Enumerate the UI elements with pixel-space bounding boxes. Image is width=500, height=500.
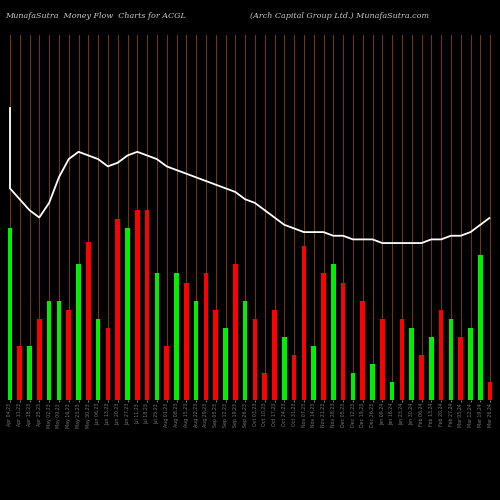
Bar (331, 264, 336, 400)
Bar (204, 274, 208, 400)
Bar (56, 300, 61, 400)
Bar (390, 382, 394, 400)
Bar (458, 336, 463, 400)
Bar (302, 246, 306, 400)
Bar (47, 300, 52, 400)
Bar (360, 300, 365, 400)
Bar (224, 328, 228, 400)
Bar (448, 318, 453, 400)
Bar (174, 274, 178, 400)
Bar (252, 318, 257, 400)
Text: MunafaSutra  Money Flow  Charts for ACGL: MunafaSutra Money Flow Charts for ACGL (5, 12, 186, 20)
Bar (488, 382, 492, 400)
Bar (312, 346, 316, 400)
Bar (429, 336, 434, 400)
Bar (126, 228, 130, 400)
Bar (272, 310, 276, 400)
Bar (66, 310, 71, 400)
Bar (439, 310, 444, 400)
Bar (18, 346, 22, 400)
Bar (86, 242, 90, 400)
Bar (420, 355, 424, 400)
Bar (292, 355, 296, 400)
Bar (8, 228, 12, 400)
Bar (468, 328, 472, 400)
Bar (400, 318, 404, 400)
Bar (380, 318, 384, 400)
Bar (116, 219, 120, 400)
Bar (243, 300, 248, 400)
Bar (184, 282, 188, 400)
Bar (96, 318, 100, 400)
Bar (370, 364, 374, 400)
Bar (262, 373, 267, 400)
Bar (233, 264, 237, 400)
Bar (154, 274, 159, 400)
Bar (478, 256, 482, 400)
Bar (135, 210, 140, 400)
Bar (194, 300, 198, 400)
Text: (Arch Capital Group Ltd.) MunafaSutra.com: (Arch Capital Group Ltd.) MunafaSutra.co… (250, 12, 429, 20)
Bar (350, 373, 355, 400)
Bar (76, 264, 80, 400)
Bar (410, 328, 414, 400)
Bar (164, 346, 169, 400)
Bar (145, 210, 150, 400)
Bar (322, 274, 326, 400)
Bar (341, 282, 345, 400)
Bar (214, 310, 218, 400)
Bar (106, 328, 110, 400)
Bar (28, 346, 32, 400)
Bar (282, 336, 286, 400)
Bar (37, 318, 42, 400)
